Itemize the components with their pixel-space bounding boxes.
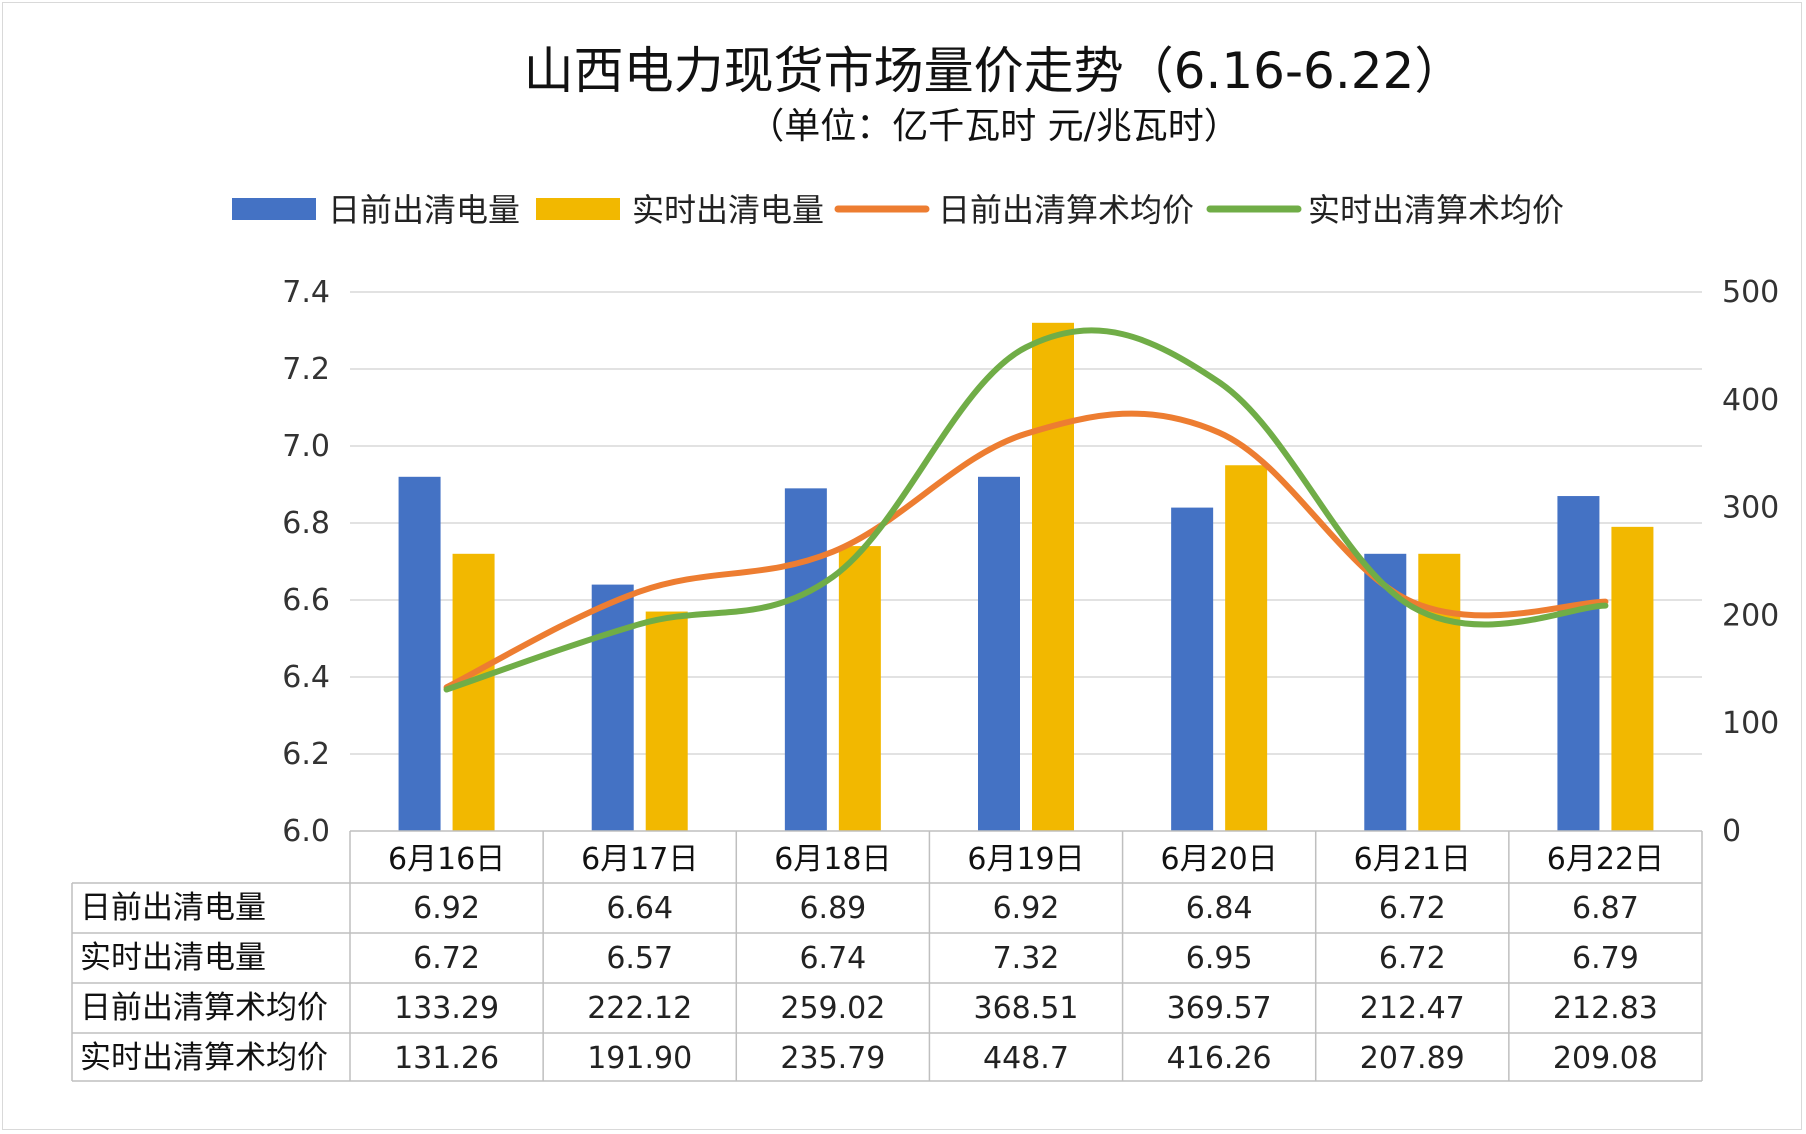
data-label: 131.26 [394, 1041, 499, 1076]
data-label: 212.47 [1360, 991, 1465, 1026]
chart-title: 山西电力现货市场量价走势（6.16-6.22） [524, 42, 1465, 100]
y-right-tick-label: 400 [1722, 383, 1779, 418]
x-category-label: 6月16日 [388, 842, 505, 877]
x-category-label: 6月17日 [581, 842, 698, 877]
bar [1171, 507, 1214, 831]
series-line [443, 410, 1609, 691]
series-line [443, 327, 1609, 693]
x-category-label: 6月20日 [1161, 842, 1278, 877]
data-label: 6.87 [1572, 891, 1639, 926]
y-left-tick-label: 6.6 [282, 583, 330, 618]
data-label: 369.57 [1167, 991, 1272, 1026]
data-label: 207.89 [1360, 1041, 1465, 1076]
data-label: 6.89 [799, 891, 866, 926]
data-label: 368.51 [974, 991, 1079, 1026]
legend-swatch [232, 198, 316, 220]
data-label: 6.72 [1379, 891, 1446, 926]
x-category-label: 6月19日 [967, 842, 1084, 877]
bar [1557, 496, 1600, 831]
y-right-tick-label: 200 [1722, 598, 1779, 633]
y-left-tick-label: 7.0 [282, 429, 330, 464]
legend-label: 实时出清电量 [632, 191, 824, 229]
bar [1418, 553, 1461, 831]
bar [1225, 465, 1268, 831]
chart-subtitle: （单位：亿千瓦时 元/兆瓦时） [748, 106, 1240, 147]
data-label: 209.08 [1553, 1041, 1658, 1076]
y-axis-left: 6.0 6.2 6.4 6.6 6.8 7.0 7.2 7.4 [282, 275, 330, 849]
y-axis-right: 0 100 200 300 400 500 [1722, 275, 1779, 849]
data-label: 191.90 [587, 1041, 692, 1076]
table-row-label: 日前出清算术均价 [80, 990, 328, 1026]
bar [1032, 322, 1074, 831]
y-right-tick-label: 0 [1722, 814, 1741, 849]
data-label: 259.02 [780, 991, 885, 1026]
data-label: 6.92 [993, 891, 1060, 926]
bar [1611, 526, 1654, 831]
y-right-tick-label: 500 [1722, 275, 1779, 310]
x-category-label: 6月22日 [1547, 842, 1664, 877]
x-category-label: 6月21日 [1354, 842, 1471, 877]
data-table: 6月16日 6月17日 6月18日 6月19日 6月20日 6月21日 6月22日日前出清电… [71, 830, 1703, 1082]
legend-label: 日前出清算术均价 [938, 191, 1194, 229]
data-label: 133.29 [394, 991, 499, 1026]
legend: 日前出清电量 实时出清电量 日前出清算术均价 实时出清算术均价 [232, 191, 1564, 229]
data-label: 6.74 [799, 941, 866, 976]
lines [443, 327, 1609, 693]
bars [398, 322, 1654, 831]
data-label: 416.26 [1167, 1041, 1272, 1076]
data-label: 6.95 [1186, 941, 1253, 976]
y-right-tick-label: 100 [1722, 706, 1779, 741]
y-left-tick-label: 7.4 [282, 275, 330, 310]
table-row-label: 实时出清电量 [80, 940, 266, 976]
y-left-tick-label: 7.2 [282, 352, 330, 387]
data-label: 235.79 [780, 1041, 885, 1076]
data-label: 448.7 [983, 1041, 1069, 1076]
y-right-tick-label: 300 [1722, 491, 1779, 526]
bar [784, 488, 827, 831]
data-label: 6.84 [1186, 891, 1253, 926]
data-label: 212.83 [1553, 991, 1658, 1026]
legend-swatch [536, 198, 620, 220]
y-left-tick-label: 6.2 [282, 737, 330, 772]
data-label: 6.79 [1572, 941, 1639, 976]
table-row-label: 实时出清算术均价 [80, 1040, 328, 1076]
bar [398, 476, 441, 831]
y-left-tick-label: 6.8 [282, 506, 330, 541]
data-label: 6.72 [1379, 941, 1446, 976]
x-category-label: 6月18日 [774, 842, 891, 877]
bar [645, 611, 688, 831]
legend-label: 日前出清电量 [328, 191, 520, 229]
legend-label: 实时出清算术均价 [1308, 191, 1564, 229]
data-label: 6.57 [606, 941, 673, 976]
bar [591, 584, 634, 831]
bar [978, 476, 1020, 831]
bar [452, 553, 495, 831]
data-label: 222.12 [587, 991, 692, 1026]
data-label: 7.32 [993, 941, 1060, 976]
y-left-tick-label: 6.0 [282, 814, 330, 849]
bar [838, 546, 881, 831]
data-label: 6.64 [606, 891, 673, 926]
data-label: 6.72 [413, 941, 480, 976]
data-label: 6.92 [413, 891, 480, 926]
table-row-label: 日前出清电量 [80, 890, 266, 926]
gridlines [350, 291, 1702, 755]
y-left-tick-label: 6.4 [282, 660, 330, 695]
